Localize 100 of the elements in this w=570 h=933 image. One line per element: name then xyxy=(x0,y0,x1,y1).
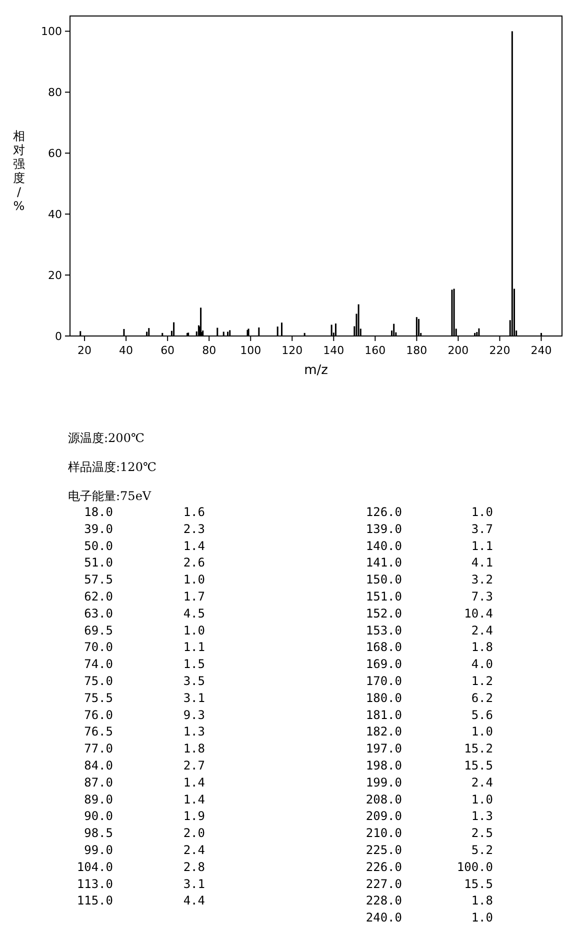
y-tick-label: 100 xyxy=(41,25,62,38)
x-tick-label: 180 xyxy=(406,344,428,357)
x-tick-label: 240 xyxy=(530,344,552,357)
text: 89.0 xyxy=(84,792,113,806)
text: 3.7 xyxy=(471,522,493,536)
text: 4.1 xyxy=(471,556,493,570)
text: 1.4 xyxy=(183,538,205,553)
text: 153.0 xyxy=(366,623,402,638)
text: 168.0 xyxy=(366,640,402,654)
x-tick-label: 140 xyxy=(323,344,344,357)
x-tick-label: 80 xyxy=(202,344,216,357)
text: 198.0 xyxy=(366,758,402,772)
text: 76.0 xyxy=(84,708,113,722)
text: 151.0 xyxy=(366,590,402,604)
x-tick-label: 60 xyxy=(160,344,175,357)
text: 1.0 xyxy=(471,910,493,925)
text: 1.2 xyxy=(471,674,493,688)
text: 3.1 xyxy=(183,876,205,891)
text: 74.0 xyxy=(84,657,113,672)
text: 1.3 xyxy=(471,809,493,824)
text: 源温度:200℃ xyxy=(68,431,144,445)
text: 1.9 xyxy=(183,809,205,824)
text: 1.8 xyxy=(471,894,493,908)
text: 77.0 xyxy=(84,742,113,756)
text: 1.0 xyxy=(471,724,493,739)
x-tick-label: 100 xyxy=(240,344,262,357)
text: 2.4 xyxy=(183,843,205,857)
text: 225.0 xyxy=(366,843,402,857)
text: 76.5 xyxy=(84,724,113,739)
text: 1.8 xyxy=(183,742,205,756)
text: 140.0 xyxy=(366,538,402,553)
text: 5.6 xyxy=(471,708,493,722)
text: 228.0 xyxy=(366,894,402,908)
text: 51.0 xyxy=(84,556,113,570)
text: 63.0 xyxy=(84,606,113,620)
text: 150.0 xyxy=(366,572,402,587)
text: 57.5 xyxy=(84,572,113,587)
text: 197.0 xyxy=(366,742,402,756)
text: 样品温度:120℃ xyxy=(68,460,156,474)
text: 99.0 xyxy=(84,843,113,857)
text: 2.8 xyxy=(183,860,205,874)
text: 1.6 xyxy=(183,505,205,519)
text: 18.0 xyxy=(84,505,113,519)
text: 10.4 xyxy=(464,606,493,620)
text: 152.0 xyxy=(366,606,402,620)
text: 210.0 xyxy=(366,826,402,840)
text: 39.0 xyxy=(84,522,113,536)
text: 9.3 xyxy=(183,708,205,722)
x-tick-label: 160 xyxy=(364,344,386,357)
text: 1.0 xyxy=(183,572,205,587)
text: 15.5 xyxy=(464,876,493,891)
text: 2.3 xyxy=(183,522,205,536)
x-tick-label: 40 xyxy=(119,344,134,357)
text: 69.5 xyxy=(84,623,113,638)
text: 75.0 xyxy=(84,674,113,688)
text: 87.0 xyxy=(84,775,113,790)
text: 2.5 xyxy=(471,826,493,840)
text: 1.4 xyxy=(183,792,205,806)
text: 75.5 xyxy=(84,690,113,705)
text: 98.5 xyxy=(84,826,113,840)
text: 5.2 xyxy=(471,843,493,857)
text: 141.0 xyxy=(366,556,402,570)
y-tick-label: 60 xyxy=(48,147,62,160)
text: 1.1 xyxy=(183,640,205,654)
text: 50.0 xyxy=(84,538,113,553)
text: 181.0 xyxy=(366,708,402,722)
text: 139.0 xyxy=(366,522,402,536)
text: 7.3 xyxy=(471,590,493,604)
text: 3.2 xyxy=(471,572,493,587)
text: 2.7 xyxy=(183,758,205,772)
y-tick-label: 40 xyxy=(48,208,62,222)
text: 2.4 xyxy=(471,775,493,790)
text: 电子能量:75eV xyxy=(68,489,152,503)
x-tick-label: 220 xyxy=(489,344,510,357)
y-tick-label: 0 xyxy=(55,330,62,343)
text: 3.1 xyxy=(183,690,205,705)
text: 227.0 xyxy=(366,876,402,891)
text: 104.0 xyxy=(76,860,113,874)
text: 1.7 xyxy=(183,590,205,604)
text: 15.2 xyxy=(464,742,493,756)
text: 4.4 xyxy=(183,894,205,908)
text: 1.1 xyxy=(471,538,493,553)
text: 208.0 xyxy=(366,792,402,806)
text: 6.2 xyxy=(471,690,493,705)
text: 2.4 xyxy=(471,623,493,638)
text: 84.0 xyxy=(84,758,113,772)
text: 126.0 xyxy=(366,505,402,519)
text: 113.0 xyxy=(76,876,113,891)
text: 1.3 xyxy=(183,724,205,739)
text: 182.0 xyxy=(366,724,402,739)
text: 199.0 xyxy=(366,775,402,790)
y-axis-title: 相对强度/% xyxy=(13,129,25,213)
text: 1.0 xyxy=(471,792,493,806)
text: 15.5 xyxy=(464,758,493,772)
x-tick-label: 20 xyxy=(78,344,92,357)
text: 1.5 xyxy=(183,657,205,672)
text: 70.0 xyxy=(84,640,113,654)
text: 1.0 xyxy=(471,505,493,519)
text: 4.0 xyxy=(471,657,493,672)
text: 1.8 xyxy=(471,640,493,654)
